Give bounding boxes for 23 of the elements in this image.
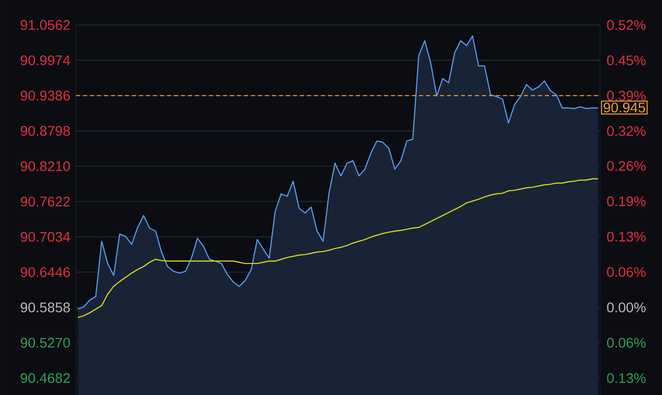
y-tick-label: 90.6446 xyxy=(20,267,70,277)
y-tick-label: 90.5270 xyxy=(20,338,70,348)
y-tick-label: 90.7034 xyxy=(20,232,70,242)
y-tick-label: 91.0562 xyxy=(20,20,70,30)
y2-tick-label: 0.26% xyxy=(607,160,646,171)
text: 90.945 xyxy=(604,102,646,112)
y-tick-label: 90.8210 xyxy=(20,161,70,172)
y2-tick-label: 0.19% xyxy=(607,196,646,206)
y-tick-label: 90.7622 xyxy=(20,196,70,206)
y2-tick-label: 0.06% xyxy=(607,266,646,277)
y-tick-label: 90.8798 xyxy=(20,126,70,136)
y-tick-label: 90.9386 xyxy=(20,90,70,100)
y-tick-label: 90.4682 xyxy=(20,373,70,383)
y2-tick-label: 0.06% xyxy=(607,338,646,348)
y2-tick-label: 0.39% xyxy=(607,90,646,101)
y2-tick-label: 0.13% xyxy=(607,232,646,242)
y2-tick-label: 0.00% xyxy=(607,302,646,312)
y2-tick-label: 0.45% xyxy=(607,55,646,66)
y2-tick-label: 0.13% xyxy=(607,373,646,383)
y2-tick-label: 0.52% xyxy=(607,20,646,30)
y-tick-label: 90.5858 xyxy=(20,302,70,312)
y-tick-label: 90.9974 xyxy=(20,55,70,66)
y2-tick-label: 0.32% xyxy=(607,126,646,136)
